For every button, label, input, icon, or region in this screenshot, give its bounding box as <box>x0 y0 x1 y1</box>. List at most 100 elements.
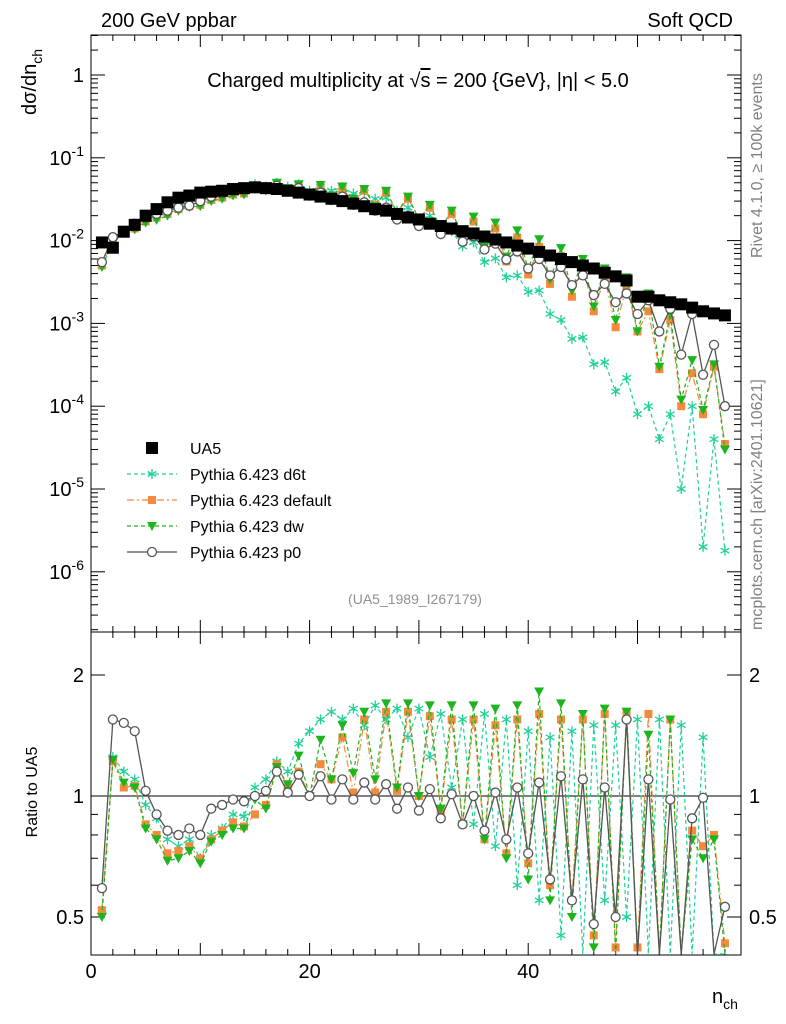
ratio-point-d6t-stroke <box>119 768 129 775</box>
main-point-p0 <box>577 270 588 281</box>
ratio-point-p0 <box>544 874 556 885</box>
main-point-d6t-stroke <box>468 239 479 246</box>
ratio-point-p0 <box>380 779 392 790</box>
main-point-d6t-stroke <box>676 485 686 493</box>
ratio-ytick-label: 0.5 <box>56 907 84 929</box>
ratio-point-d6t <box>348 703 358 714</box>
ratio-point-default <box>174 846 183 855</box>
main-point-d6t-stroke <box>512 272 522 279</box>
legend-marker-d6t <box>147 469 157 479</box>
main-point-p0 <box>184 200 195 211</box>
main-point-d6t <box>643 401 654 412</box>
main-point-d6t <box>720 545 730 556</box>
main-ytick-exp: -1 <box>72 143 85 159</box>
ratio-point-p0 <box>315 771 326 782</box>
main-point-p0 <box>708 339 720 351</box>
main-point-d6t-stroke <box>589 361 599 368</box>
ratio-point-dw <box>468 701 479 711</box>
ratio-point-dw <box>370 775 381 785</box>
main-point-p0 <box>621 288 632 299</box>
ratio-point-p0 <box>304 790 315 802</box>
main-series-UA5 <box>95 181 731 322</box>
main-point-default <box>513 233 522 242</box>
ratio-point-p0 <box>140 785 151 796</box>
ratio-point-d6t <box>370 700 380 711</box>
ratio-point-d6t-stroke <box>534 897 544 904</box>
main-point-UA5 <box>565 256 578 269</box>
main-point-d6t <box>709 434 719 445</box>
ratio-series-group <box>96 687 731 955</box>
main-point-d6t <box>556 314 566 325</box>
ratio-point-p0 <box>402 782 414 793</box>
main-point-d6t-stroke <box>600 359 610 366</box>
ratio-point-d6t <box>479 708 490 719</box>
main-point-d6t <box>589 359 599 370</box>
ratio-point-d6t-stroke <box>184 836 195 843</box>
main-point-d6t-stroke <box>534 287 544 294</box>
main-ytick-exp: -3 <box>72 308 85 324</box>
ratio-point-d6t-stroke <box>567 728 577 735</box>
ratio-point-d6t-stroke <box>457 716 468 723</box>
ratio-point-d6t <box>600 895 610 906</box>
ratio-series-p0 <box>96 714 731 955</box>
main-point-d6t-stroke <box>632 411 643 418</box>
ratio-point-p0 <box>227 794 239 805</box>
main-point-UA5 <box>718 309 731 322</box>
ratio-ytick-label-right: 1 <box>749 786 760 808</box>
ratio-point-dw <box>293 751 304 761</box>
ratio-point-d6t <box>392 703 402 714</box>
main-point-UA5 <box>544 249 557 262</box>
main-point-UA5 <box>697 305 710 318</box>
main-point-UA5 <box>292 186 305 199</box>
ratio-point-d6t-stroke <box>610 722 621 729</box>
ratio-point-d6t-stroke <box>479 710 490 718</box>
ratio-ytick-label-right: 0.5 <box>749 907 777 929</box>
ratio-point-d6t-stroke <box>425 753 435 761</box>
ratio-point-default <box>469 715 478 724</box>
main-point-d6t-stroke <box>501 274 512 281</box>
mcplots-label: mcplots.cern.ch [arXiv:2401.10621] <box>749 379 766 630</box>
ratio-point-d6t <box>436 708 446 719</box>
ratio-point-dw <box>512 701 523 711</box>
ratio-point-d6t-stroke <box>239 813 249 820</box>
main-point-UA5 <box>511 239 524 252</box>
main-point-UA5 <box>259 182 272 195</box>
main-point-p0 <box>566 279 578 291</box>
ratio-point-d6t-stroke <box>589 722 599 729</box>
legend-label-d6t: Pythia 6.423 d6t <box>190 467 306 484</box>
ratio-line-p0 <box>101 718 726 955</box>
main-point-UA5 <box>194 186 207 199</box>
main-point-d6t-stroke <box>687 403 697 410</box>
ratio-point-d6t-stroke <box>447 784 457 791</box>
ratio-point-p0 <box>184 823 195 834</box>
ratio-point-d6t-stroke <box>621 913 632 921</box>
ratio-point-p0 <box>260 785 272 796</box>
ratio-point-p0 <box>107 714 119 725</box>
ratio-point-p0 <box>490 787 501 798</box>
ratio-point-dw <box>239 824 250 834</box>
ratio-point-d6t <box>512 880 522 891</box>
main-point-default <box>720 439 729 448</box>
main-point-UA5 <box>106 241 119 254</box>
main-ytick-exp: -5 <box>72 474 85 490</box>
legend-item-d6t: Pythia 6.423 d6t <box>127 467 306 484</box>
ratio-point-default <box>535 709 544 718</box>
main-point-d6t <box>687 401 697 412</box>
ratio-point-dw <box>359 707 370 717</box>
main-point-d6t-stroke <box>720 547 730 554</box>
main-point-UA5 <box>238 182 251 195</box>
main-point-dw <box>719 445 730 455</box>
main-point-UA5 <box>139 209 152 222</box>
ratio-point-dw <box>643 730 654 740</box>
main-point-UA5 <box>216 184 229 197</box>
ratio-point-p0 <box>643 774 654 785</box>
main-point-d6t <box>512 270 522 281</box>
ratio-point-d6t <box>293 738 304 749</box>
main-plot-frame <box>90 34 742 633</box>
ratio-point-p0 <box>610 911 621 923</box>
ratio-xtick-label: 40 <box>517 961 539 983</box>
main-point-dw <box>359 184 370 194</box>
ratio-point-d6t-stroke <box>304 728 315 735</box>
main-ylabel: dσ/dnch <box>19 49 45 115</box>
